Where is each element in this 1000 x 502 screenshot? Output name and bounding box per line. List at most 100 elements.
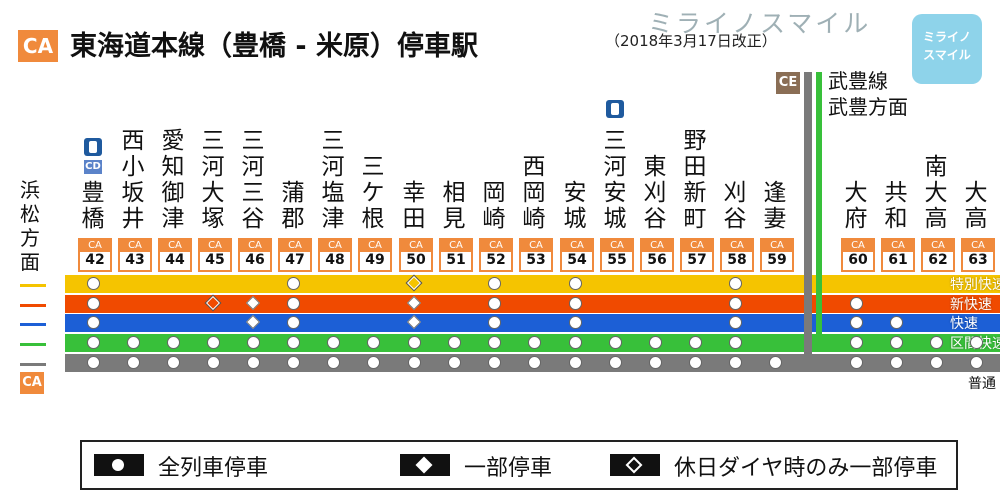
station-code-prefix: CA [120, 240, 150, 252]
stop-marker-circle [127, 336, 140, 349]
station-code: CA 46 [238, 238, 272, 272]
station-code-prefix: CA [360, 240, 390, 252]
stop-marker-circle [367, 356, 380, 369]
stop-marker-circle [850, 356, 863, 369]
station-name: 西小坂井 [121, 128, 145, 232]
stop-marker-circle [850, 316, 863, 329]
revision-date: （2018年3月17日改正） [605, 32, 777, 50]
stop-marker-circle [609, 356, 622, 369]
stop-marker-circle [528, 356, 541, 369]
station-code-prefix: CA [963, 240, 993, 252]
stop-marker-circle [207, 336, 220, 349]
stop-marker-circle [488, 356, 501, 369]
line-stub [20, 284, 46, 287]
station-name: 三河大塚 [201, 128, 225, 232]
stop-marker-circle [87, 356, 100, 369]
station-name: 安城 [563, 180, 587, 232]
station-code: CA 45 [198, 238, 232, 272]
service-line-label: 新快速 [950, 297, 992, 313]
station-name: 蒲郡 [281, 180, 305, 232]
station-name: 南大高 [924, 154, 948, 232]
stop-marker-circle [970, 356, 983, 369]
branch-line-gray [804, 72, 812, 354]
direction-label: 浜松方面 [20, 178, 40, 274]
station-code: CA 62 [921, 238, 955, 272]
ic-card-icon [84, 138, 102, 156]
stop-marker-circle [408, 356, 421, 369]
station-code: CA 58 [720, 238, 754, 272]
station-name: 岡崎 [482, 180, 506, 232]
ic-card-icon [606, 100, 624, 118]
stop-marker-circle [609, 336, 622, 349]
station-name: 愛知御津 [161, 128, 185, 232]
logo-box-line2: スマイル [923, 48, 971, 62]
station-name: 三河安城 [603, 128, 627, 232]
station-code: CA 54 [560, 238, 594, 272]
station-name: 大府 [844, 180, 868, 232]
legend-label-some-stop: 一部停車 [464, 456, 553, 481]
station-code-number: 48 [325, 252, 345, 268]
stop-marker-circle [569, 336, 582, 349]
stop-marker-circle [87, 336, 100, 349]
legend-label-all-stop: 全列車停車 [158, 456, 269, 481]
station-code-prefix: CA [160, 240, 190, 252]
station-code-number: 53 [526, 252, 546, 268]
stop-marker-circle [729, 336, 742, 349]
station-code: CA 53 [519, 238, 553, 272]
station-code: CA 52 [479, 238, 513, 272]
stop-marker-circle [87, 277, 100, 290]
station-code-prefix: CA [682, 240, 712, 252]
logo-box-line1: ミライノ [922, 30, 971, 44]
stop-marker-circle [488, 336, 501, 349]
station-code-number: 54 [567, 252, 587, 268]
station-code-prefix: CA [602, 240, 632, 252]
station-code: CA 55 [600, 238, 634, 272]
stop-marker-circle [287, 316, 300, 329]
station-code-prefix: CA [401, 240, 431, 252]
stop-marker-circle [448, 356, 461, 369]
station-code-number: 56 [647, 252, 667, 268]
station-code-number: 46 [245, 252, 265, 268]
stop-marker-circle [890, 356, 903, 369]
branch-badge-ce: CE [776, 72, 800, 94]
service-line-bar [65, 275, 1000, 293]
station-name: 逢妻 [763, 180, 787, 232]
stop-marker-circle [488, 316, 501, 329]
stop-marker-circle [528, 336, 541, 349]
legend-label-holiday-stop: 休日ダイヤ時のみ一部停車 [674, 456, 938, 481]
station-name: 三ケ根 [361, 154, 385, 232]
station-name: 三河三谷 [241, 128, 265, 232]
station-code: CA 56 [640, 238, 674, 272]
stop-marker-circle [769, 356, 782, 369]
stop-marker-circle [488, 277, 501, 290]
stop-marker-circle [890, 336, 903, 349]
stop-marker-circle [689, 356, 702, 369]
station-code: CA 57 [680, 238, 714, 272]
logo-box: ミライノ スマイル [912, 14, 982, 84]
stop-marker-circle [127, 356, 140, 369]
station-code-number: 47 [285, 252, 305, 268]
stop-marker-circle [287, 297, 300, 310]
stop-marker-circle [448, 336, 461, 349]
station-code-number: 43 [125, 252, 145, 268]
stop-marker-circle [850, 336, 863, 349]
station-code-prefix: CA [320, 240, 350, 252]
station-name: 共和 [884, 180, 908, 232]
stop-marker-circle [850, 297, 863, 310]
station-code-prefix: CA [642, 240, 672, 252]
stop-marker-circle [87, 297, 100, 310]
station-code-number: 44 [165, 252, 185, 268]
station-code-prefix: CA [240, 240, 270, 252]
stop-marker-circle [930, 356, 943, 369]
stop-marker-circle [488, 297, 501, 310]
station-code-number: 42 [85, 252, 105, 268]
station-name: 三河塩津 [321, 128, 345, 232]
service-line-label: 特別快速 [950, 277, 1000, 293]
line-stub [20, 304, 46, 307]
stop-marker-circle [167, 356, 180, 369]
stop-marker-circle [287, 356, 300, 369]
station-code: CA 61 [881, 238, 915, 272]
station-code: CA 63 [961, 238, 995, 272]
station-code-prefix: CA [762, 240, 792, 252]
station-name: 相見 [442, 180, 466, 232]
